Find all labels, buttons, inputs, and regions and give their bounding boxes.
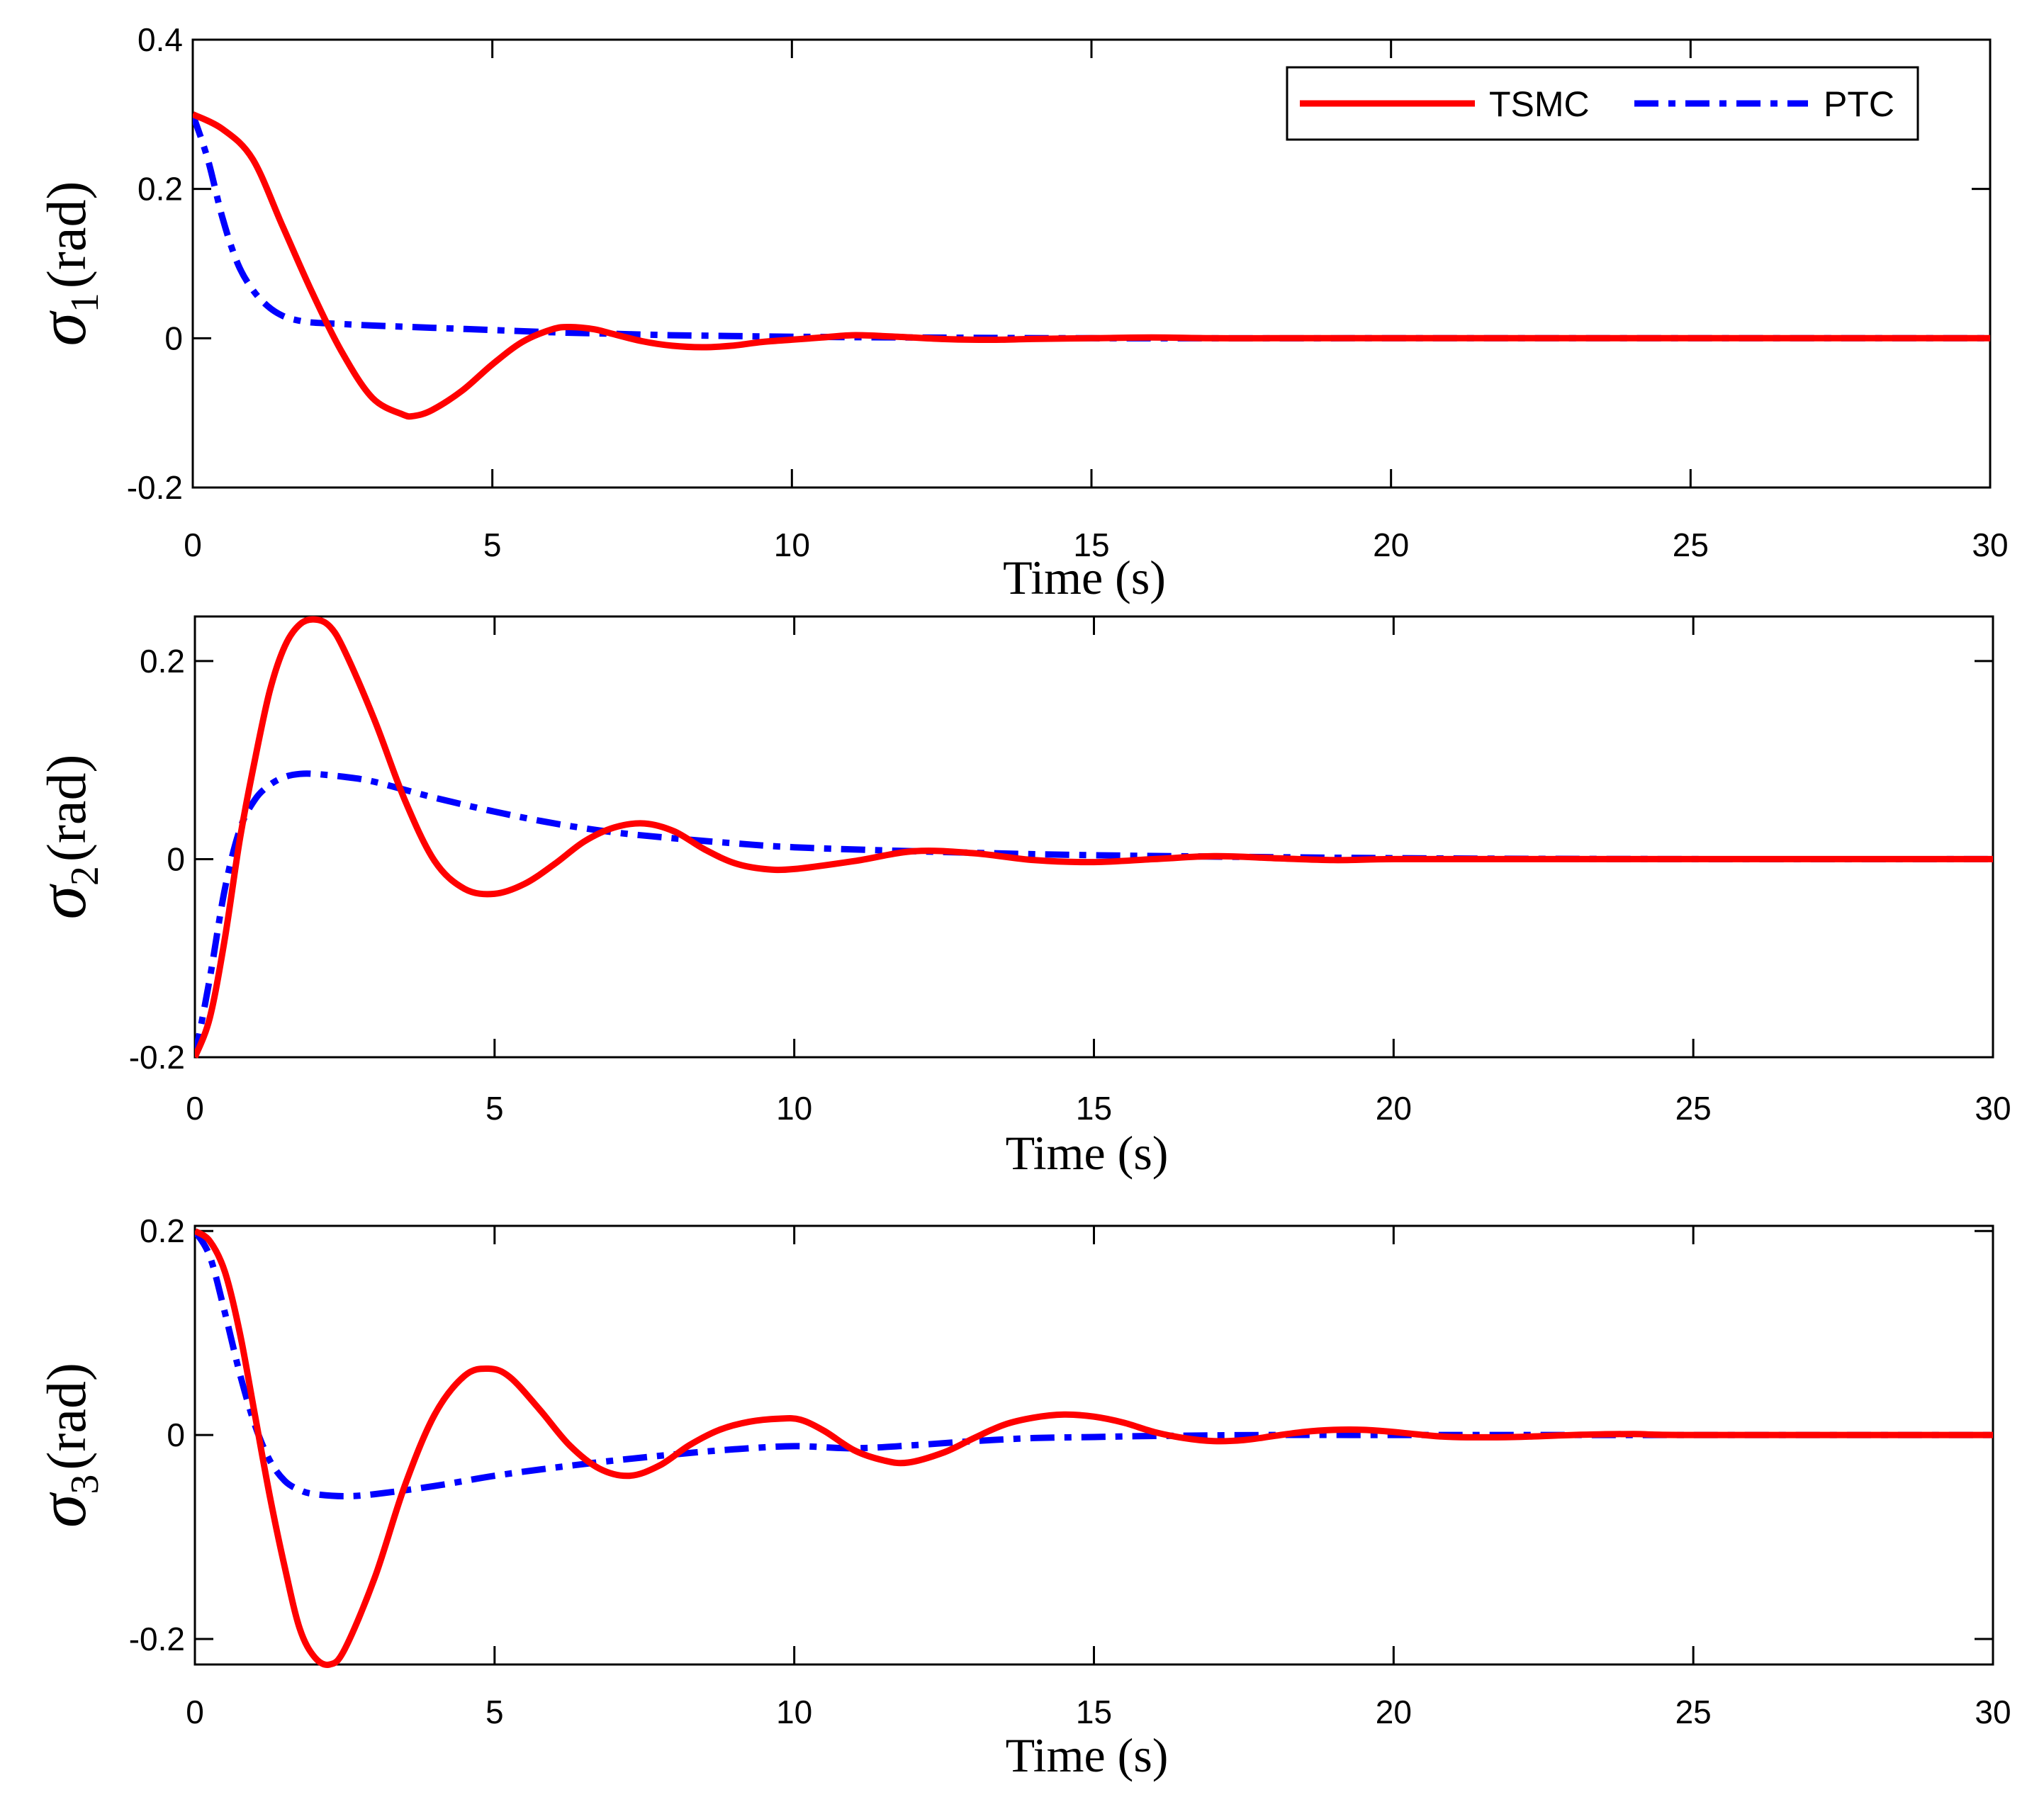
x-tick-label: 15 xyxy=(1073,526,1109,563)
y-axis-label: σ1 (rad) xyxy=(24,181,107,347)
y-axis-subscript: 1 xyxy=(63,293,107,312)
panel-sigma3: 0 5 10 15 20 25 30 -0.2 0 0.2 Time (s) σ3 (rad) xyxy=(24,1212,2011,1782)
x-tick-label: 15 xyxy=(1076,1694,1112,1730)
y-tick-label: -0.2 xyxy=(129,1039,185,1076)
x-tick-label: 25 xyxy=(1675,1090,1712,1127)
x-axis-label: Time (s) xyxy=(1006,1126,1169,1180)
x-tick-label: 0 xyxy=(186,1694,204,1730)
y-tick-label: -0.2 xyxy=(129,1621,185,1657)
series-line-ptc xyxy=(195,1229,1993,1499)
x-tick-label: 0 xyxy=(186,1090,204,1127)
y-axis-unit: (rad) xyxy=(35,1363,97,1470)
x-axis-label: Time (s) xyxy=(1006,1728,1169,1782)
x-tick-label: 20 xyxy=(1373,526,1409,563)
y-axis-subscript: 3 xyxy=(63,1475,107,1494)
legend-label-ptc: PTC xyxy=(1824,84,1894,124)
series-line-tsmc xyxy=(195,1228,1993,1668)
y-tick-label: 0 xyxy=(167,1416,185,1453)
x-tick-label: 30 xyxy=(1975,1694,2011,1730)
x-tick-label: 5 xyxy=(483,526,502,563)
y-tick-label: 0 xyxy=(167,840,185,877)
y-axis-unit: (rad) xyxy=(35,181,97,289)
y-tick-label: 0.4 xyxy=(137,21,183,58)
y-tick-label: 0.2 xyxy=(140,643,185,680)
y-axis-symbol: σ xyxy=(24,883,100,919)
y-axis-symbol: σ xyxy=(24,310,100,346)
x-tick-label: 10 xyxy=(774,526,810,563)
x-tick-label: 20 xyxy=(1376,1090,1412,1127)
x-axis-label: Time (s) xyxy=(1003,551,1166,604)
y-axis-subscript: 2 xyxy=(63,866,107,886)
y-axis-unit: (rad) xyxy=(35,755,97,862)
y-axis-symbol: σ xyxy=(24,1492,100,1528)
y-tick-label: -0.2 xyxy=(127,469,183,506)
x-tick-label: 30 xyxy=(1975,1090,2011,1127)
legend: TSMC PTC xyxy=(1286,66,1919,141)
y-axis-label: σ2 (rad) xyxy=(24,755,107,920)
x-tick-label: 10 xyxy=(776,1090,812,1127)
x-tick-label: 30 xyxy=(1972,526,2008,563)
x-tick-label: 25 xyxy=(1675,1694,1712,1730)
x-tick-label: 5 xyxy=(485,1694,504,1730)
x-tick-label: 5 xyxy=(485,1090,504,1127)
x-tick-label: 20 xyxy=(1376,1694,1412,1730)
x-tick-label: 10 xyxy=(776,1694,812,1730)
y-tick-label: 0.2 xyxy=(140,1212,185,1249)
series-line-tsmc xyxy=(193,111,1990,420)
y-tick-label: 0 xyxy=(164,320,183,356)
series-line-tsmc xyxy=(195,616,1993,1059)
legend-label-tsmc: TSMC xyxy=(1489,84,1590,124)
y-tick-label: 0.2 xyxy=(137,171,183,208)
y-axis-label: σ3 (rad) xyxy=(24,1363,107,1528)
x-tick-label: 0 xyxy=(184,526,202,563)
x-tick-label: 25 xyxy=(1673,526,1709,563)
x-tick-label: 15 xyxy=(1076,1090,1112,1127)
